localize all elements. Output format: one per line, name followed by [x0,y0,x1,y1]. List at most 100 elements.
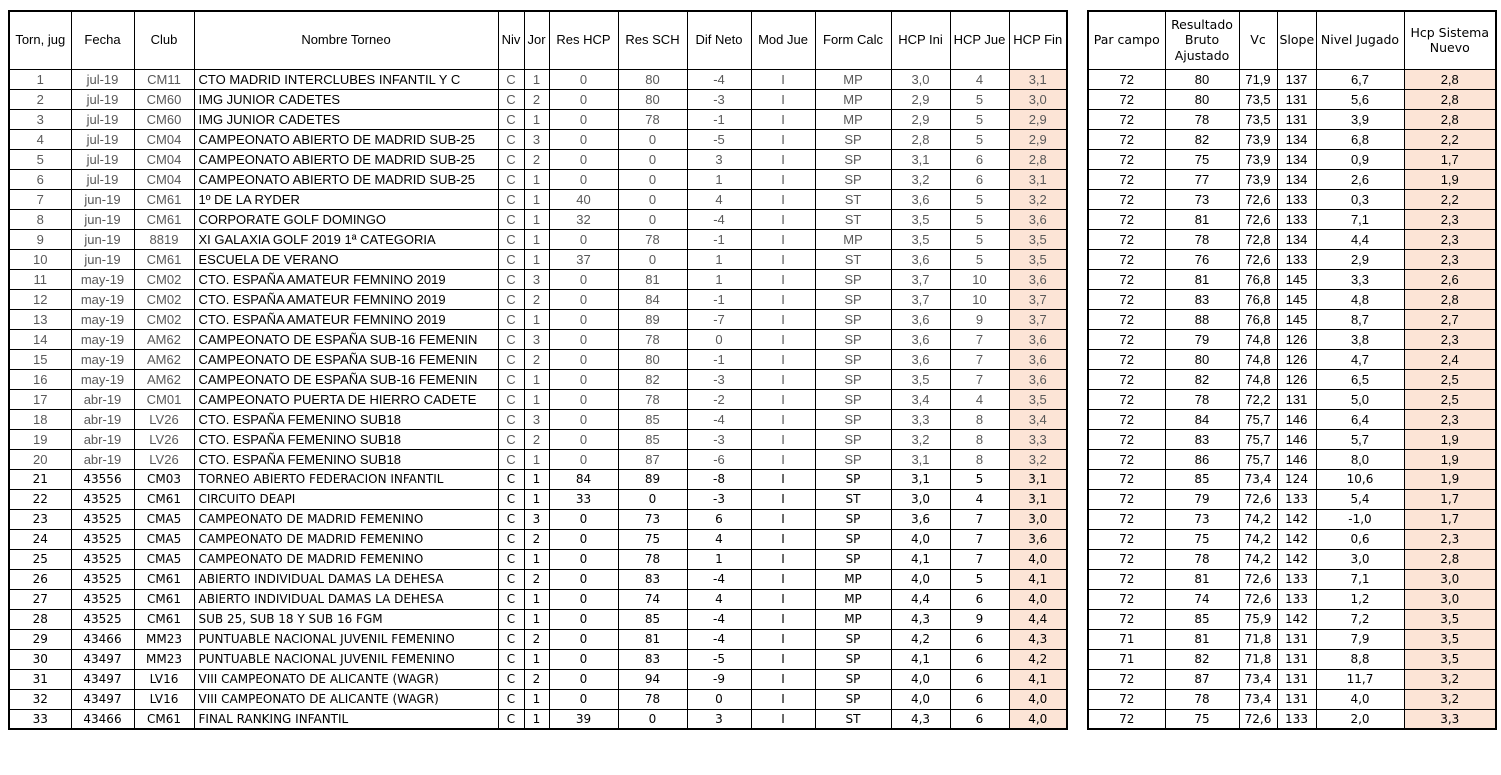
cell[interactable]: 2,5 [1403,368,1497,390]
cell[interactable]: 2,9 [890,88,951,110]
cell[interactable]: 3,0 [1403,588,1497,610]
cell[interactable]: 0 [548,548,619,570]
cell[interactable]: 72,6 [1238,568,1278,590]
cell[interactable]: 80 [1164,348,1240,370]
cell[interactable]: 3,1 [1008,488,1068,510]
cell[interactable]: SP [814,528,892,550]
cell[interactable]: 5 [949,128,1010,150]
cell[interactable]: 8 [949,408,1010,430]
cell[interactable]: 2,8 [1403,108,1497,130]
cell[interactable]: 78 [617,228,688,250]
cell[interactable]: 72 [1087,208,1166,230]
cell[interactable]: CAMPEONATO ABIERTO DE MADRID SUB-25 [193,128,499,150]
column-header-torn-jug[interactable]: Torn, jug [8,10,72,70]
cell[interactable]: 2,8 [1403,68,1497,90]
cell[interactable]: 39 [548,708,619,730]
cell[interactable]: SP [814,548,892,570]
column-header-hcp-jue[interactable]: HCP Jue [949,10,1010,70]
cell[interactable]: 4 [949,68,1010,90]
cell[interactable]: 86 [1164,448,1240,470]
cell[interactable]: 40 [548,188,619,210]
cell[interactable]: -1 [686,228,752,250]
cell[interactable]: -6 [686,448,752,470]
cell[interactable]: CM61 [133,568,195,590]
cell[interactable]: SP [814,308,892,330]
cell[interactable]: I [750,648,816,670]
cell[interactable]: 72 [1087,508,1166,530]
cell[interactable]: 3,2 [1403,668,1497,690]
cell[interactable]: 1,7 [1403,508,1497,530]
cell[interactable]: 8,8 [1315,648,1405,670]
cell[interactable]: 3,2 [1403,688,1497,710]
cell[interactable]: 3,5 [1403,608,1497,630]
cell[interactable]: 87 [617,448,688,470]
cell[interactable]: -8 [686,468,752,490]
cell[interactable]: 3,6 [1008,208,1068,230]
cell[interactable]: 71 [1087,628,1166,650]
cell[interactable]: 134 [1276,228,1317,250]
cell[interactable]: C [497,368,525,390]
cell[interactable]: I [750,668,816,690]
cell[interactable]: 4,0 [890,688,951,710]
cell[interactable]: SUB 25, SUB 18 Y SUB 16 FGM [193,608,499,630]
column-header-hcp-fin[interactable]: HCP Fin [1008,10,1068,70]
cell[interactable]: 2 [523,288,550,310]
cell[interactable]: 133 [1276,188,1317,210]
cell[interactable]: 73,4 [1238,468,1278,490]
cell[interactable]: C [497,328,525,350]
cell[interactable]: 7,9 [1315,628,1405,650]
cell[interactable]: CAMPEONATO ABIERTO DE MADRID SUB-25 [193,168,499,190]
cell[interactable]: CM61 [133,708,195,730]
cell[interactable]: 1 [523,708,550,730]
cell[interactable]: SP [814,328,892,350]
cell[interactable]: 3,0 [1008,88,1068,110]
cell[interactable]: -3 [686,488,752,510]
cell[interactable]: 43525 [70,588,135,610]
cell[interactable]: 78 [1164,688,1240,710]
cell[interactable]: abr-19 [70,388,135,410]
cell[interactable]: 87 [1164,668,1240,690]
cell[interactable]: 6 [949,668,1010,690]
cell[interactable]: 7,2 [1315,608,1405,630]
cell[interactable]: jun-19 [70,208,135,230]
cell[interactable]: CORPORATE GOLF DOMINGO [193,208,499,230]
cell[interactable]: 1 [686,248,752,270]
cell[interactable]: 84 [617,288,688,310]
cell[interactable]: 0,9 [1315,148,1405,170]
cell[interactable]: 3,0 [890,68,951,90]
cell[interactable]: CM61 [133,488,195,510]
cell[interactable]: 4,0 [1315,688,1405,710]
cell[interactable]: 0 [548,148,619,170]
cell[interactable]: 72 [1087,488,1166,510]
cell[interactable]: 126 [1276,368,1317,390]
cell[interactable]: 1 [523,108,550,130]
cell[interactable]: C [497,668,525,690]
cell[interactable]: 4 [949,488,1010,510]
cell[interactable]: 33 [8,708,72,730]
cell[interactable]: 2,6 [1403,268,1497,290]
cell[interactable]: 3,9 [1315,108,1405,130]
cell[interactable]: 30 [8,648,72,670]
cell[interactable]: FINAL RANKING INFANTIL [193,708,499,730]
cell[interactable]: 4 [686,528,752,550]
cell[interactable]: 1 [523,208,550,230]
cell[interactable]: 0 [548,168,619,190]
cell[interactable]: 4,3 [1008,628,1068,650]
cell[interactable]: -4 [686,408,752,430]
cell[interactable]: 4 [949,388,1010,410]
cell[interactable]: -5 [686,648,752,670]
cell[interactable]: 0 [548,308,619,330]
cell[interactable]: 72 [1087,148,1166,170]
cell[interactable]: C [497,168,525,190]
cell[interactable]: 3 [8,108,72,130]
cell[interactable]: 1,2 [1315,588,1405,610]
cell[interactable]: 0 [548,408,619,430]
cell[interactable]: 72 [1087,668,1166,690]
cell[interactable]: 72 [1087,308,1166,330]
cell[interactable]: PUNTUABLE NACIONAL JUVENIL FEMENINO [193,648,499,670]
cell[interactable]: SP [814,648,892,670]
cell[interactable]: 2 [523,668,550,690]
cell[interactable]: I [750,108,816,130]
cell[interactable]: 8 [8,208,72,230]
cell[interactable]: 2,0 [1315,708,1405,730]
